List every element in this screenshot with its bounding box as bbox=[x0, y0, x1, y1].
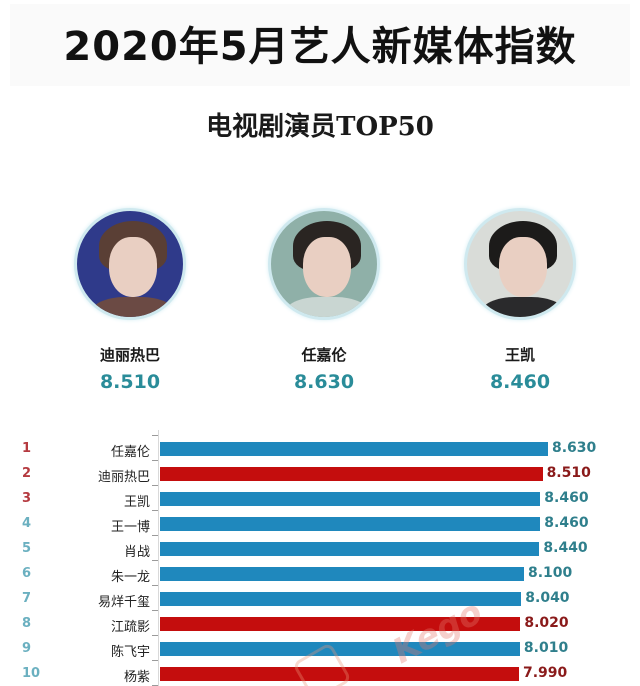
actor-name: 迪丽热巴 bbox=[97, 470, 150, 485]
axis-tick bbox=[152, 585, 158, 586]
score-bar bbox=[160, 617, 521, 631]
rank-number: 5 bbox=[22, 541, 32, 556]
axis-tick bbox=[152, 510, 158, 511]
y-axis-line bbox=[158, 430, 159, 686]
score-bar bbox=[160, 642, 520, 656]
axis-tick bbox=[152, 460, 158, 461]
actor-name: 江疏影 bbox=[110, 620, 150, 635]
axis-tick bbox=[152, 535, 158, 536]
podium-first: 任嘉伦 8.630 bbox=[259, 208, 389, 393]
rank-number: 8 bbox=[22, 616, 32, 631]
score-value: 8.460 bbox=[544, 490, 589, 506]
rank-number: 6 bbox=[22, 566, 32, 581]
actor-name: 王一博 bbox=[110, 520, 150, 535]
chart-row: 5 肖战 8.440 bbox=[0, 539, 640, 564]
rank-number: 10 bbox=[22, 666, 41, 681]
axis-tick bbox=[152, 635, 158, 636]
podium-name: 王凯 bbox=[504, 346, 535, 364]
score-value: 8.040 bbox=[525, 590, 570, 606]
score-bar bbox=[160, 592, 522, 606]
avatar bbox=[74, 208, 186, 320]
score-value: 7.990 bbox=[523, 665, 568, 681]
avatar bbox=[464, 208, 576, 320]
score-value: 8.010 bbox=[523, 640, 569, 656]
actor-name: 朱一龙 bbox=[110, 570, 150, 585]
score-value: 8.440 bbox=[543, 540, 588, 556]
actor-name: 肖战 bbox=[123, 545, 150, 560]
score-bar bbox=[160, 467, 543, 481]
actor-name: 易烊千玺 bbox=[97, 595, 150, 610]
rank-number: 4 bbox=[22, 516, 32, 531]
score-bar bbox=[160, 517, 541, 531]
rank-number: 3 bbox=[22, 491, 32, 506]
title-band bbox=[10, 4, 630, 86]
axis-tick bbox=[152, 660, 158, 661]
chart-row: 2 迪丽热巴 8.510 bbox=[0, 464, 640, 489]
page-title: 2020年5月艺人新媒体指数 bbox=[63, 24, 577, 70]
podium-name: 任嘉伦 bbox=[301, 346, 347, 364]
podium-third: 王凯 8.460 bbox=[455, 208, 585, 393]
chart-row: 4 王一博 8.460 bbox=[0, 514, 640, 539]
chart-subtitle: 电视剧演员TOP50 bbox=[206, 112, 434, 142]
axis-tick bbox=[152, 435, 158, 436]
chart-row: 3 王凯 8.460 bbox=[0, 489, 640, 514]
rank-number: 9 bbox=[22, 641, 32, 656]
chart-row: 1 任嘉伦 8.630 bbox=[0, 439, 640, 464]
chart-row: 9 陈飞宇 8.010 bbox=[0, 639, 640, 664]
score-bar bbox=[160, 667, 519, 681]
axis-tick bbox=[152, 610, 158, 611]
chart-row: 8 江疏影 8.020 bbox=[0, 614, 640, 639]
score-bar bbox=[160, 492, 541, 506]
actor-name: 陈飞宇 bbox=[110, 645, 150, 660]
score-value: 8.630 bbox=[552, 440, 597, 456]
actor-name: 杨紫 bbox=[123, 670, 150, 685]
score-bar bbox=[160, 542, 540, 556]
podium-score: 8.630 bbox=[293, 371, 355, 393]
chart-row: 10 杨紫 7.990 bbox=[0, 664, 640, 686]
rank-number: 7 bbox=[22, 591, 32, 606]
avatar bbox=[268, 208, 380, 320]
podium-name: 迪丽热巴 bbox=[99, 346, 160, 364]
chart-row: 6 朱一龙 8.100 bbox=[0, 564, 640, 589]
actor-name: 任嘉伦 bbox=[110, 445, 150, 460]
score-bar bbox=[160, 567, 524, 581]
score-value: 8.510 bbox=[546, 465, 591, 481]
score-value: 8.460 bbox=[544, 515, 589, 531]
score-value: 8.100 bbox=[527, 565, 573, 581]
ranking-bar-chart: 1 任嘉伦 8.630 2 迪丽热巴 8.510 3 王凯 8.460 4 王一博 8.460 5 肖战 8… bbox=[0, 430, 640, 686]
podium-score: 8.510 bbox=[99, 371, 161, 393]
podium-second: 迪丽热巴 8.510 bbox=[65, 208, 195, 393]
score-bar bbox=[160, 442, 548, 456]
rank-number: 1 bbox=[22, 441, 32, 456]
score-value: 8.020 bbox=[524, 615, 569, 631]
podium-score: 8.460 bbox=[489, 371, 551, 393]
actor-name: 王凯 bbox=[123, 495, 150, 510]
axis-tick bbox=[152, 485, 158, 486]
axis-tick bbox=[152, 560, 158, 561]
chart-row: 7 易烊千玺 8.040 bbox=[0, 589, 640, 614]
rank-number: 2 bbox=[22, 466, 32, 481]
